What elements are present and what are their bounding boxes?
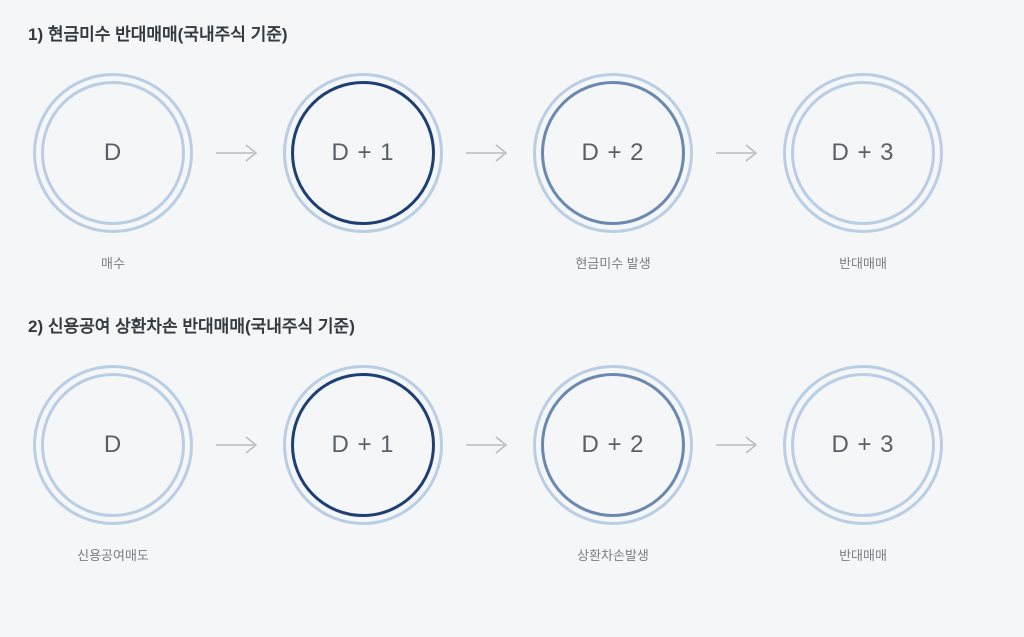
flow-step: D + 1 [278,365,448,563]
flow-step: D + 2 현금미수 발생 [528,73,698,272]
flow-row: D 신용공여매도 D + 1 D + 2 상환차손발생 D + 3 반대매매 [28,365,996,564]
step-code-label: D [104,139,122,167]
step-circle: D + 2 [533,365,693,525]
step-code-label: D + 3 [831,139,894,167]
step-circle: D + 3 [783,73,943,233]
flow-section: 2) 신용공여 상환차손 반대매매(국내주식 기준) D 신용공여매도 D + 1 D … [28,312,996,564]
step-code-label: D [104,431,122,459]
arrow-icon [448,73,528,233]
flow-step: D 매수 [28,73,198,272]
flow-step: D 신용공여매도 [28,365,198,564]
step-caption: 현금미수 발생 [575,253,650,272]
flow-step: D + 2 상환차손발생 [528,365,698,564]
flow-step: D + 3 반대매매 [778,365,948,564]
step-circle: D [33,73,193,233]
section-title: 1) 현금미수 반대매매(국내주식 기준) [28,20,996,45]
arrow-icon [448,365,528,525]
step-circle: D + 2 [533,73,693,233]
step-code-label: D + 1 [331,431,394,459]
step-circle: D + 1 [283,365,443,525]
flow-section: 1) 현금미수 반대매매(국내주식 기준) D 매수 D + 1 D + 2 현금미수 발… [28,20,996,272]
step-code-label: D + 2 [581,139,644,167]
step-caption: 상환차손발생 [577,545,649,564]
arrow-icon [198,73,278,233]
flow-row: D 매수 D + 1 D + 2 현금미수 발생 D + 3 반대매매 [28,73,996,272]
arrow-icon [698,365,778,525]
step-code-label: D + 2 [581,431,644,459]
step-caption: 신용공여매도 [77,545,149,564]
step-code-label: D + 1 [331,139,394,167]
step-circle: D + 1 [283,73,443,233]
step-caption: 매수 [101,253,125,272]
section-title: 2) 신용공여 상환차손 반대매매(국내주식 기준) [28,312,996,337]
step-circle: D + 3 [783,365,943,525]
step-caption: 반대매매 [839,253,887,272]
flow-step: D + 1 [278,73,448,271]
step-code-label: D + 3 [831,431,894,459]
step-caption: 반대매매 [839,545,887,564]
flow-step: D + 3 반대매매 [778,73,948,272]
step-circle: D [33,365,193,525]
arrow-icon [698,73,778,233]
arrow-icon [198,365,278,525]
